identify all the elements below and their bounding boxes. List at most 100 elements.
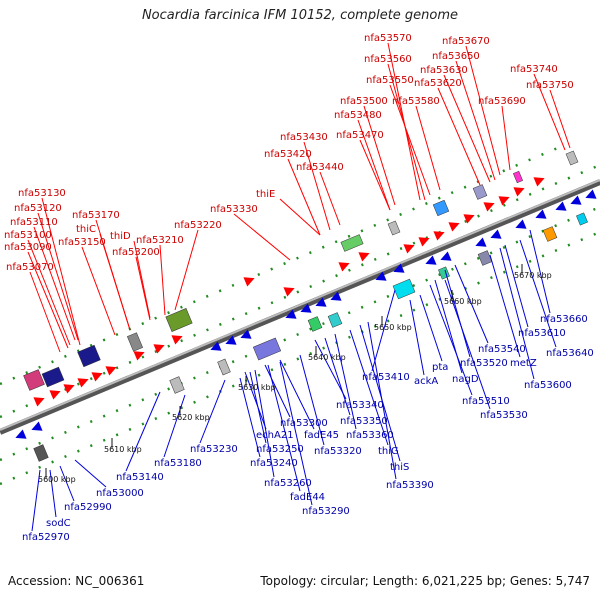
reverse-gene-block[interactable]: [33, 444, 49, 462]
gene-label-top[interactable]: nfa53130: [18, 188, 66, 199]
reverse-gene-arrow[interactable]: [285, 309, 297, 319]
reverse-gene-block[interactable]: [576, 212, 588, 226]
forward-gene-block[interactable]: [340, 234, 364, 252]
forward-gene-block[interactable]: [165, 308, 193, 332]
gene-label-top[interactable]: nfa53150: [58, 237, 106, 248]
forward-gene-arrow[interactable]: [63, 384, 75, 394]
gene-label-top[interactable]: nfa53110: [10, 217, 58, 228]
reverse-gene-block[interactable]: [252, 337, 282, 361]
gene-label-top[interactable]: nfa53090: [4, 242, 52, 253]
reverse-gene-arrow[interactable]: [440, 251, 452, 261]
gene-label-top[interactable]: nfa53580: [392, 96, 440, 107]
forward-gene-arrow[interactable]: [338, 262, 350, 272]
gene-label-bottom[interactable]: nfa52970: [22, 532, 70, 543]
gene-label-top[interactable]: nfa53170: [72, 210, 120, 221]
gene-label-top[interactable]: thiE: [256, 189, 275, 200]
gene-label-top[interactable]: nfa53330: [210, 204, 258, 215]
reverse-gene-arrow[interactable]: [535, 209, 547, 219]
forward-gene-arrow[interactable]: [91, 372, 103, 382]
gene-label-bottom[interactable]: sodC: [46, 518, 71, 529]
reverse-gene-arrow[interactable]: [31, 421, 43, 431]
gene-label-bottom[interactable]: nfa53320: [314, 446, 362, 457]
gene-label-top[interactable]: nfa53560: [364, 54, 412, 65]
gene-label-bottom[interactable]: nfa53390: [386, 480, 434, 491]
forward-gene-arrow[interactable]: [483, 202, 495, 212]
gene-label-bottom[interactable]: nfa53140: [116, 472, 164, 483]
gene-label-top[interactable]: nfa53650: [432, 51, 480, 62]
reverse-gene-arrow[interactable]: [240, 329, 252, 339]
reverse-gene-arrow[interactable]: [555, 201, 567, 211]
reverse-gene-block[interactable]: [477, 250, 493, 266]
forward-gene-arrow[interactable]: [513, 187, 525, 197]
gene-label-bottom[interactable]: echA21: [256, 430, 294, 441]
gene-label-bottom[interactable]: nfa53250: [256, 444, 304, 455]
forward-gene-arrow[interactable]: [171, 335, 183, 345]
reverse-gene-arrow[interactable]: [393, 263, 405, 273]
forward-gene-arrow[interactable]: [448, 222, 460, 232]
gene-label-bottom[interactable]: thiG: [378, 446, 399, 457]
forward-gene-arrow[interactable]: [418, 237, 430, 247]
forward-gene-arrow[interactable]: [403, 244, 415, 254]
forward-gene-arrow[interactable]: [433, 231, 445, 241]
forward-gene-block[interactable]: [472, 184, 488, 200]
reverse-gene-arrow[interactable]: [585, 189, 597, 199]
forward-gene-arrow[interactable]: [133, 351, 145, 361]
gene-label-top[interactable]: nfa53690: [478, 96, 526, 107]
gene-label-bottom[interactable]: thiS: [390, 462, 409, 473]
gene-label-top[interactable]: nfa53570: [364, 33, 412, 44]
gene-label-bottom[interactable]: nagD: [452, 374, 479, 385]
forward-gene-arrow[interactable]: [153, 344, 165, 354]
gene-label-bottom[interactable]: nfa53510: [462, 396, 510, 407]
gene-label-top[interactable]: nfa53100: [4, 230, 52, 241]
forward-gene-arrow[interactable]: [49, 390, 61, 400]
reverse-gene-arrow[interactable]: [375, 271, 387, 281]
reverse-gene-arrow[interactable]: [300, 303, 312, 313]
reverse-gene-arrow[interactable]: [210, 341, 222, 351]
reverse-gene-arrow[interactable]: [315, 297, 327, 307]
reverse-gene-block[interactable]: [217, 358, 231, 376]
gene-label-bottom[interactable]: nfa53530: [480, 410, 528, 421]
gene-label-bottom[interactable]: metZ: [510, 358, 537, 369]
forward-gene-arrow[interactable]: [33, 397, 45, 407]
gene-label-top[interactable]: nfa53480: [334, 110, 382, 121]
reverse-gene-arrow[interactable]: [15, 429, 27, 439]
gene-label-top[interactable]: thiC: [76, 224, 96, 235]
forward-gene-block[interactable]: [23, 369, 45, 391]
gene-label-top[interactable]: nfa53740: [510, 64, 558, 75]
forward-gene-block[interactable]: [432, 199, 450, 217]
reverse-gene-block[interactable]: [307, 316, 323, 332]
forward-gene-arrow[interactable]: [498, 196, 510, 206]
gene-label-top[interactable]: nfa53550: [366, 75, 414, 86]
gene-label-bottom[interactable]: nfa53240: [250, 458, 298, 469]
forward-gene-block[interactable]: [565, 150, 579, 166]
forward-gene-arrow[interactable]: [77, 378, 89, 388]
gene-label-bottom[interactable]: nfa53640: [546, 348, 594, 359]
forward-gene-arrow[interactable]: [533, 177, 545, 187]
reverse-gene-block[interactable]: [392, 278, 416, 300]
gene-label-top[interactable]: nfa53750: [526, 80, 574, 91]
gene-label-top[interactable]: nfa53670: [442, 36, 490, 47]
reverse-gene-arrow[interactable]: [490, 229, 502, 239]
forward-gene-block[interactable]: [512, 170, 524, 184]
forward-gene-block[interactable]: [77, 344, 101, 368]
gene-label-top[interactable]: nfa53430: [280, 132, 328, 143]
gene-label-bottom[interactable]: nfa53290: [302, 506, 350, 517]
gene-label-top[interactable]: nfa53120: [14, 203, 62, 214]
gene-label-top[interactable]: nfa53070: [6, 262, 54, 273]
gene-label-bottom[interactable]: nfa53660: [540, 314, 588, 325]
gene-label-bottom[interactable]: nfa53260: [264, 478, 312, 489]
forward-gene-block[interactable]: [41, 366, 65, 388]
gene-label-bottom[interactable]: fadE45: [304, 430, 339, 441]
reverse-gene-block[interactable]: [169, 376, 185, 394]
reverse-gene-block[interactable]: [542, 226, 558, 242]
gene-label-top[interactable]: nfa53470: [336, 130, 384, 141]
forward-gene-arrow[interactable]: [463, 214, 475, 224]
forward-gene-arrow[interactable]: [283, 287, 295, 297]
gene-label-bottom[interactable]: nfa53540: [478, 344, 526, 355]
reverse-gene-arrow[interactable]: [570, 195, 582, 205]
reverse-gene-arrow[interactable]: [475, 237, 487, 247]
reverse-gene-arrow[interactable]: [330, 291, 342, 301]
gene-label-top[interactable]: nfa53500: [340, 96, 388, 107]
gene-label-bottom[interactable]: nfa53350: [340, 416, 388, 427]
gene-label-bottom[interactable]: nfa53610: [518, 328, 566, 339]
